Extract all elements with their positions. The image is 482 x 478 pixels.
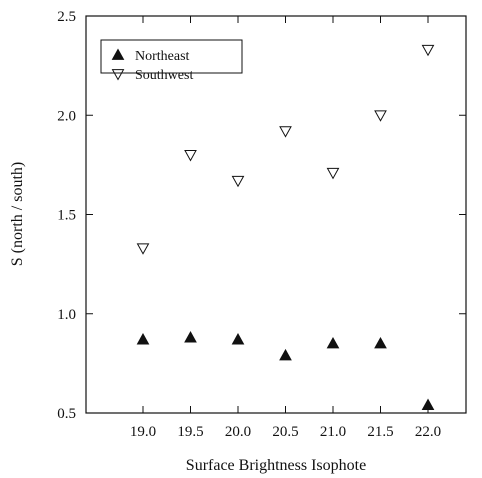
y-axis-label: S (north / south) <box>9 162 26 266</box>
x-tick-label: 20.0 <box>225 424 251 440</box>
legend: Northeast Southwest <box>100 39 243 83</box>
y-tick-label: 1.0 <box>57 307 76 323</box>
data-point-southwest <box>231 175 245 188</box>
data-points <box>136 44 435 410</box>
data-point-northeast <box>279 348 292 361</box>
x-tick-label: 22.0 <box>415 424 441 440</box>
x-tick-label: 19.5 <box>177 424 203 440</box>
data-point-northeast <box>136 333 150 345</box>
y-axis: 0.5 1.0 1.5 2.0 2.5 <box>57 9 466 422</box>
data-point-northeast <box>374 336 387 349</box>
y-tick-label: 0.5 <box>57 406 76 422</box>
x-tick-label: 21.5 <box>367 424 393 440</box>
data-point-southwest <box>326 167 340 180</box>
legend-label-southwest: Southwest <box>135 68 193 83</box>
legend-marker-southwest <box>111 69 125 81</box>
legend-label-northeast: Northeast <box>135 49 190 64</box>
data-point-northeast <box>326 336 340 349</box>
data-point-northeast <box>421 398 435 410</box>
x-tick-label: 19.0 <box>130 424 156 440</box>
data-point-southwest <box>136 243 150 255</box>
x-axis: 19.0 19.5 20.0 20.5 21.0 21.5 22.0 <box>130 16 441 440</box>
data-point-southwest <box>374 110 387 122</box>
x-tick-label: 20.5 <box>272 424 298 440</box>
data-point-southwest <box>184 150 197 162</box>
legend-marker-northeast <box>111 48 125 60</box>
x-tick-label: 21.0 <box>320 424 346 440</box>
data-point-southwest <box>421 44 435 57</box>
x-axis-label: Surface Brightness Isophote <box>186 457 366 474</box>
data-point-northeast <box>231 333 245 345</box>
y-tick-label: 2.0 <box>57 108 76 124</box>
y-tick-label: 2.5 <box>57 9 76 25</box>
y-tick-label: 1.5 <box>57 208 76 224</box>
legend-box <box>100 39 243 74</box>
data-point-southwest <box>279 126 292 138</box>
data-point-northeast <box>184 331 197 343</box>
